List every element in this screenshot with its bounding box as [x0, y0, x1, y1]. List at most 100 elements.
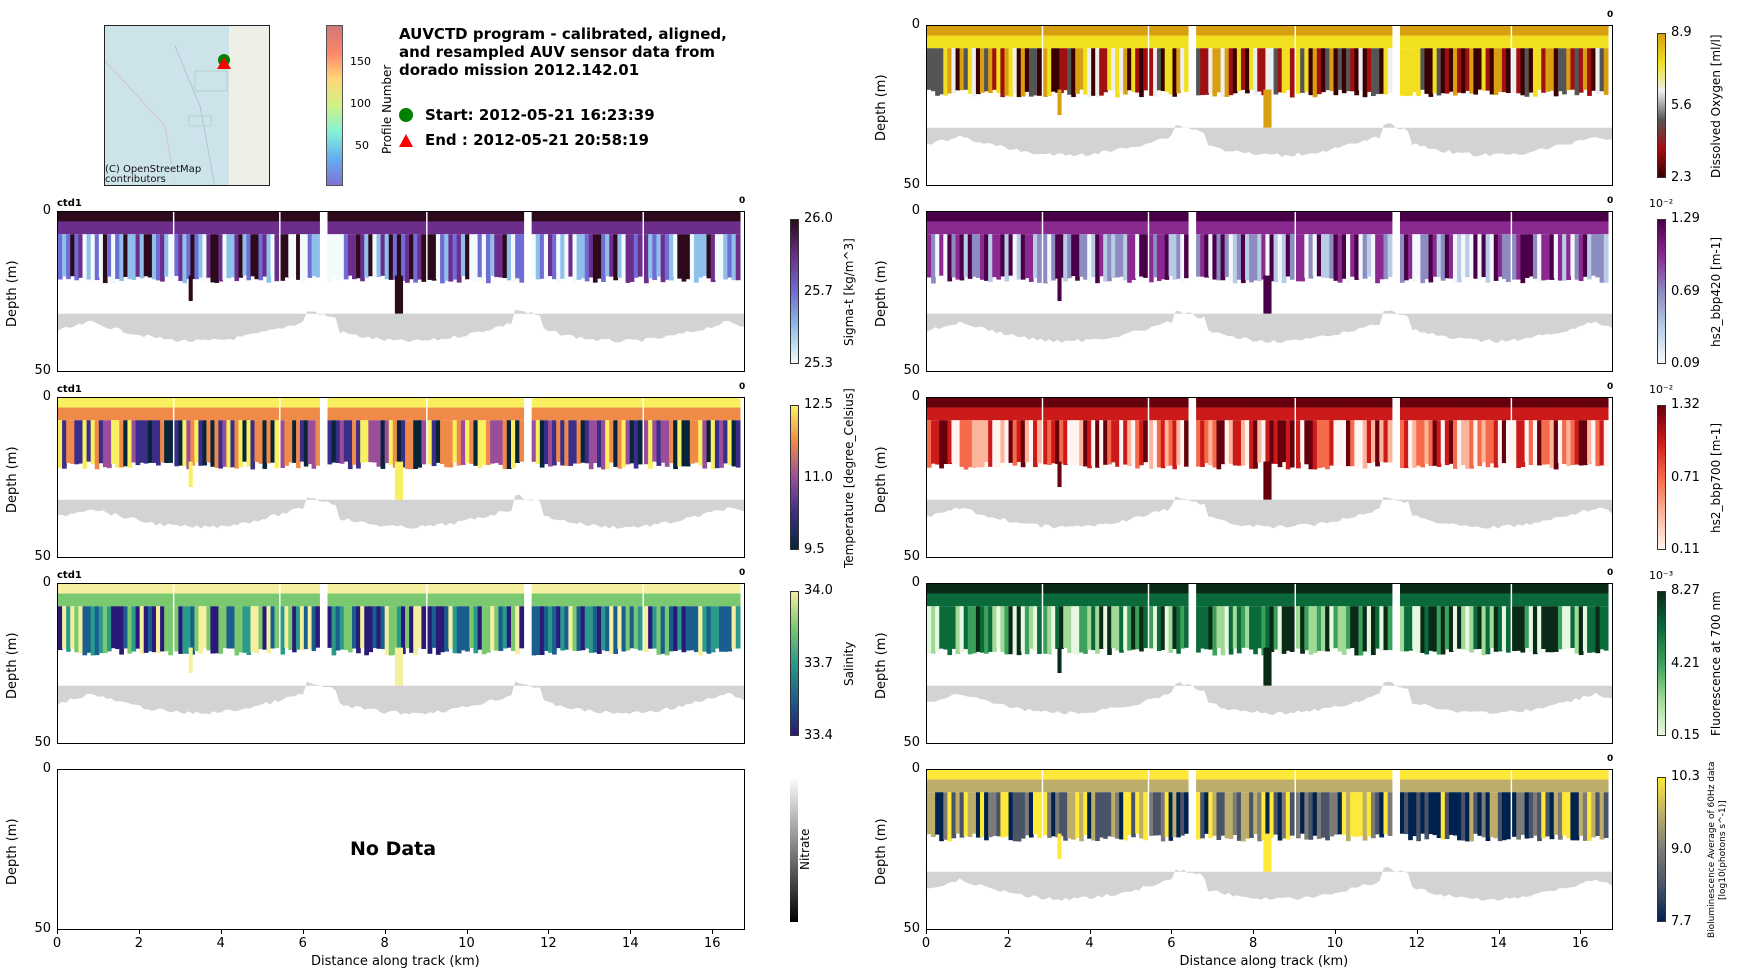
data-cell [1505, 234, 1511, 283]
data-cell [214, 606, 220, 654]
colorbar-tick-label: 7.7 [1671, 914, 1692, 929]
data-cell [1135, 212, 1140, 222]
data-cell [1457, 606, 1462, 649]
data-cell [1143, 770, 1148, 780]
data-cell [452, 420, 458, 463]
data-cell [1289, 779, 1295, 793]
data-cell [1370, 234, 1376, 280]
data-cell [477, 407, 483, 421]
data-cell [1000, 584, 1006, 594]
data-cell [1574, 593, 1580, 607]
data-cell [347, 606, 353, 653]
data-cell [66, 234, 71, 280]
data-cell [580, 212, 586, 222]
data-cell [1261, 420, 1267, 468]
data-cell [637, 234, 643, 277]
data-cell [1037, 770, 1042, 780]
data-cell [1156, 770, 1162, 780]
data-cell [633, 407, 639, 421]
data-cell [1087, 221, 1092, 235]
data-cell [1524, 593, 1530, 607]
data-cell [714, 398, 720, 408]
data-cell [174, 584, 179, 594]
data-cell [685, 234, 691, 280]
data-segment [327, 212, 427, 283]
data-cell [477, 234, 483, 278]
data-cell [1176, 606, 1181, 654]
data-cell [1083, 420, 1088, 467]
data-cell [131, 584, 137, 594]
data-cell [633, 234, 639, 278]
data-cell [469, 407, 475, 421]
data-cell [444, 593, 450, 607]
data-cell [1281, 212, 1287, 222]
data-cell [943, 35, 948, 49]
data-cell [1091, 407, 1096, 421]
data-cell [668, 212, 674, 222]
data-cell [417, 606, 423, 648]
data-cell [1047, 779, 1052, 793]
data-cell [413, 234, 418, 283]
data-cell [1063, 792, 1068, 841]
data-cell [307, 420, 313, 465]
data-cell [296, 398, 301, 408]
data-cell [1457, 35, 1462, 49]
data-segment [1296, 584, 1393, 656]
data-cell [1595, 234, 1601, 278]
data-cell [292, 420, 297, 463]
data-cell [498, 234, 504, 278]
data-cell [1412, 420, 1417, 468]
data-cell [605, 221, 610, 235]
data-cell [1047, 420, 1052, 466]
data-cell [605, 398, 610, 408]
data-cell [280, 212, 286, 222]
data-cell [405, 593, 410, 607]
data-cell [1012, 584, 1018, 594]
data-cell [284, 398, 289, 408]
data-cell [988, 221, 993, 235]
data-cell [1383, 779, 1389, 793]
data-cell [1232, 221, 1238, 235]
data-cell [943, 212, 948, 222]
data-cell [1412, 407, 1417, 421]
data-cell [576, 420, 582, 464]
data-cell [1541, 779, 1547, 793]
data-cell [78, 593, 84, 607]
data-cell [1059, 234, 1064, 278]
data-cell [107, 584, 112, 594]
data-cell [1493, 779, 1499, 793]
data-cell [947, 26, 953, 36]
data-cell [1075, 48, 1080, 94]
data-cell [1156, 407, 1162, 421]
data-cell [506, 584, 512, 594]
data-cell [1308, 48, 1314, 96]
data-cell [1200, 26, 1205, 36]
data-cell [1599, 420, 1605, 466]
data-cell [975, 792, 981, 838]
data-cell [1333, 221, 1339, 235]
data-cell [1172, 221, 1177, 235]
data-cell [1493, 584, 1499, 594]
data-cell [135, 234, 141, 277]
data-cell [1444, 212, 1450, 222]
data-cell [719, 212, 724, 222]
data-cell [1362, 770, 1368, 780]
data-cell [1448, 221, 1454, 235]
data-cell [1265, 779, 1271, 793]
data-cell [1595, 221, 1601, 235]
data-cell [1574, 35, 1580, 49]
data-cell [1236, 407, 1242, 421]
data-cell [190, 212, 195, 222]
data-cell [401, 420, 406, 468]
data-cell [1541, 420, 1547, 465]
data-cell [1184, 35, 1189, 49]
data-cell [980, 221, 985, 235]
colorbar-label: Bioluminescence Average of 60Hz data [1707, 761, 1717, 938]
data-cell [1520, 770, 1526, 780]
deep-cast [394, 461, 404, 500]
data-cell [1149, 398, 1154, 408]
data-cell [1087, 48, 1092, 98]
data-cell [143, 606, 149, 653]
data-cell [490, 584, 495, 594]
data-cell [160, 221, 165, 235]
